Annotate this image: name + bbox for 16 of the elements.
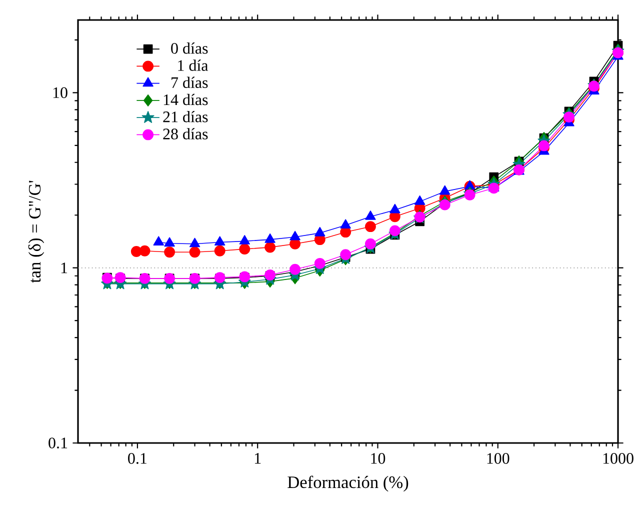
y-tick-label: 1 xyxy=(61,262,68,274)
y-tick-label: 10 xyxy=(53,87,68,98)
legend-label: 1 día xyxy=(178,60,208,71)
legend-label: 14 días xyxy=(164,94,208,106)
x-axis-title: Deformación (%) xyxy=(288,476,408,492)
y-tick-label: 0.1 xyxy=(48,438,68,448)
x-tick-label: 1 xyxy=(254,453,261,464)
legend-label: 21 días xyxy=(163,111,208,122)
legend-label: 0 días xyxy=(171,42,208,54)
legend-label: 28 días xyxy=(163,128,208,140)
x-tick-label: 0.1 xyxy=(128,453,146,464)
legend-label: 7 días xyxy=(172,76,208,88)
y-axis-title: tan (δ) = G''/G' xyxy=(28,180,44,283)
x-tick-label: 10 xyxy=(371,453,386,464)
x-tick-label: 1000 xyxy=(603,453,634,464)
x-tick-label: 100 xyxy=(487,453,510,464)
